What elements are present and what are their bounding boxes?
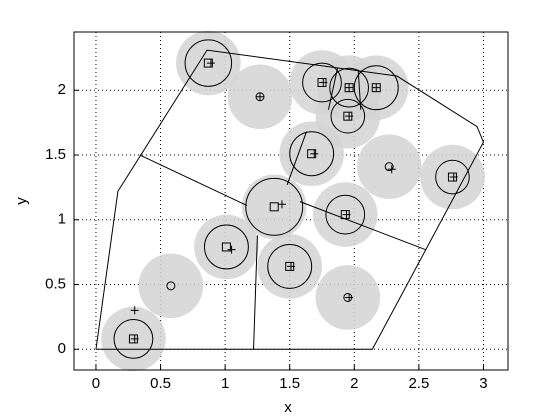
y-tick-label: 0 (58, 340, 66, 357)
plus-marker (387, 165, 396, 174)
ring (203, 224, 249, 270)
ring (289, 131, 335, 177)
plot-frame (73, 31, 509, 371)
plus-marker (345, 293, 354, 302)
plus-marker (287, 262, 295, 271)
edge (253, 235, 258, 350)
ring (267, 243, 313, 289)
edge (299, 201, 426, 251)
y-tick-label: 1 (58, 211, 66, 228)
circle-marker (384, 162, 394, 172)
square-marker (269, 202, 279, 212)
x-tick-label: 2.5 (408, 375, 429, 392)
plus-marker (130, 334, 139, 343)
disk (356, 134, 422, 199)
plus-marker (206, 59, 215, 68)
edge (139, 154, 248, 206)
x-tick-label: 1 (221, 375, 229, 392)
plus-marker (130, 306, 139, 315)
x-axis-label: x (284, 399, 292, 416)
plus-marker (256, 92, 264, 101)
edge (95, 49, 485, 350)
square-marker (221, 242, 231, 252)
y-tick-label: 2 (58, 81, 66, 98)
disk (241, 174, 307, 240)
ring (435, 159, 470, 195)
y-axis-label: y (13, 197, 30, 205)
x-tick-label: 3 (479, 375, 487, 392)
x-tick-label: 0 (92, 375, 100, 392)
circle-marker (166, 281, 176, 291)
plus-marker (345, 112, 354, 121)
x-tick-label: 0.5 (150, 375, 171, 392)
disk (138, 253, 204, 319)
ring (329, 67, 369, 108)
plus-marker (342, 210, 351, 219)
edge (327, 68, 338, 110)
y-tick-label: 0.5 (45, 275, 66, 292)
ring (302, 62, 342, 103)
plus-marker (277, 200, 286, 209)
plus-marker (227, 245, 236, 254)
y-tick-label: 1.5 (45, 146, 66, 163)
x-tick-label: 1.5 (279, 375, 300, 392)
ring (325, 194, 366, 235)
plus-marker (372, 83, 381, 92)
disk (194, 214, 259, 280)
plus-marker (310, 149, 319, 158)
ring (245, 177, 304, 236)
x-tick-label: 2 (350, 375, 358, 392)
plus-marker (449, 173, 458, 182)
ring (113, 319, 154, 359)
ring (184, 39, 233, 87)
ring (330, 98, 366, 134)
plus-marker (319, 78, 328, 87)
plus-marker (345, 83, 354, 92)
ring (353, 65, 399, 111)
edge (286, 131, 307, 185)
